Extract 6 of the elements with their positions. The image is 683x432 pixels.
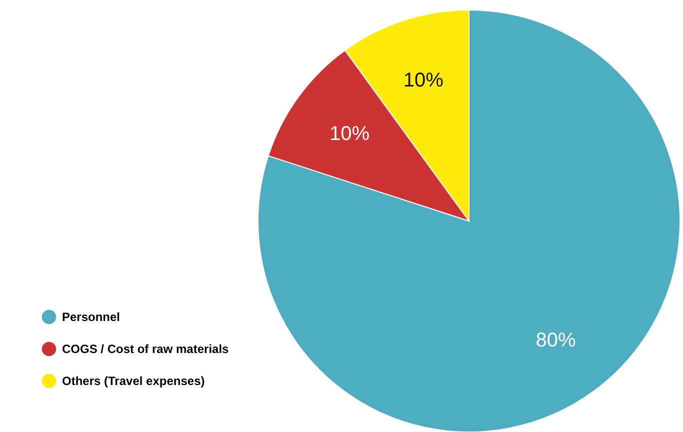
legend-label: Personnel <box>62 310 120 324</box>
legend-label: COGS / Cost of raw materials <box>62 342 230 356</box>
data-label: 10% <box>329 123 370 146</box>
legend-label: Others (Travel expenses) <box>62 374 205 388</box>
data-label: 80% <box>536 329 576 352</box>
data-label: 10% <box>403 70 444 92</box>
